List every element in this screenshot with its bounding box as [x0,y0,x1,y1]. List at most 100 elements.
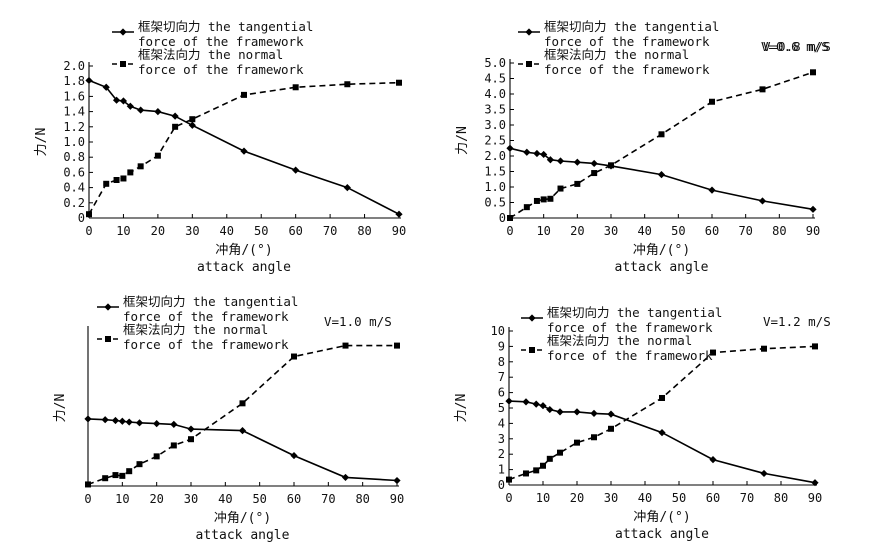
y-tick-label: 1.8 [63,74,85,88]
tangential-force-point [187,425,195,433]
normal-force-line [508,345,816,481]
x-tick-label: 50 [671,224,685,238]
x-tick-label: 20 [570,491,584,505]
legend-normal-label: 框架法向力 the normal [547,333,692,348]
legend-tangential-marker [528,314,536,322]
x-tick-label: 70 [321,492,335,506]
tangential-force-point [657,171,666,179]
tangential-force-line [88,79,400,215]
tangential-force-point [154,108,162,116]
tangential-force-point [85,76,93,85]
x-tick-label: 90 [806,224,820,238]
x-tick-label: 10 [536,224,550,238]
y-axis-label: 力/N [455,126,470,155]
tangential-force-point [506,144,514,152]
x-tick-label: 40 [220,224,234,238]
legend-tangential-marker [119,28,127,36]
normal-force-point [102,475,109,482]
y-tick-label: 5 [498,401,505,415]
normal-force-point [342,342,349,349]
chart-panel-4: 0 10 20 30 40 50 60 70 80 90012345678910力/N冲角/(°)… [454,305,831,542]
tangential-force-point [573,158,581,166]
normal-force-point [137,163,144,170]
y-tick-label: 3 [498,432,505,446]
y-tick-label: 1.5 [484,165,506,179]
x-tick-label: 10 [116,224,130,238]
x-tick-label: 0 [84,492,91,506]
y-tick-label: 1.0 [63,135,85,149]
y-tick-label: 0.4 [63,181,85,195]
tangential-force-point [112,96,121,104]
y-tick-label: 0.5 [484,196,506,210]
tangential-force-point [290,451,298,460]
tangential-force-point [153,420,161,428]
normal-force-point [557,449,563,456]
tangential-force-point [341,473,350,482]
tangential-force-point [532,400,540,408]
y-tick-label: 8 [498,355,505,369]
normal-force-point [396,79,402,86]
y-axis-label: 力/N [34,128,49,157]
y-tick-label: 2.5 [484,134,506,148]
x-tick-label: 20 [570,224,584,238]
normal-force-point [127,169,134,176]
velocity-label: V=0.8 m/S [763,39,831,54]
x-tick-label: 30 [184,492,198,506]
legend-normal-label-2: force of the framework [547,348,713,363]
x-tick-label: 60 [706,491,720,505]
y-tick-label: 5.0 [484,56,506,70]
legend-tangential-label: 框架切向力 the tangential [123,294,298,309]
legend-normal-label: 框架法向力 the normal [544,47,689,62]
tangential-force-point [607,410,615,418]
x-tick-label: 40 [637,224,651,238]
tangential-force-point [137,106,145,114]
normal-force-point [126,468,133,475]
y-tick-label: 10 [491,324,505,338]
tangential-force-point [709,455,717,464]
x-tick-label: 80 [357,224,371,238]
legend-tangential-label: 框架切向力 the tangential [544,19,719,34]
x-tick-label: 80 [772,224,786,238]
tangential-force-point [573,408,581,416]
normal-force-point [547,195,554,202]
x-tick-label: 40 [218,492,232,506]
x-tick-label: 30 [604,224,618,238]
tangential-force-point [760,469,768,478]
normal-force-point [136,461,143,468]
normal-force-point [291,353,297,360]
tangential-force-point [556,408,564,416]
normal-force-line [87,344,397,486]
normal-force-point [119,472,126,479]
tangential-force-point [523,148,531,156]
normal-force-point [394,342,400,349]
tangential-force-point [188,121,196,129]
normal-force-point [533,197,540,204]
x-tick-label: 90 [808,491,822,505]
normal-force-point [659,394,665,401]
normal-force-point [507,215,513,221]
normal-force-point [608,425,614,432]
normal-force-point [574,439,580,446]
x-tick-label: 60 [287,492,301,506]
normal-force-point [112,472,119,479]
chart-panel-1: 0 10 20 30 40 50 60 70 80 9000.20.40.60.81.01.21.… [34,19,829,275]
normal-force-point [658,131,665,138]
normal-force-point [120,175,127,182]
normal-force-point [591,434,597,441]
velocity-label: V=0.6 m/S [761,39,829,54]
tangential-force-point [546,156,554,164]
normal-force-point [761,345,767,352]
x-tick-label: 80 [355,492,369,506]
normal-force-point [523,470,529,477]
x-axis-label-en: attack angle [197,260,291,275]
tangential-force-point [556,157,565,165]
chart-panel-3: 0 10 20 30 40 50 60 70 80 90 力/N 冲角/(°) attack angle… [53,294,404,543]
legend-tangential-label-2: force of the framework [544,34,710,49]
normal-force-point [153,453,160,460]
tangential-force-point [811,479,819,487]
y-tick-label: 3.0 [484,118,506,132]
x-tick-label: 70 [740,491,754,505]
